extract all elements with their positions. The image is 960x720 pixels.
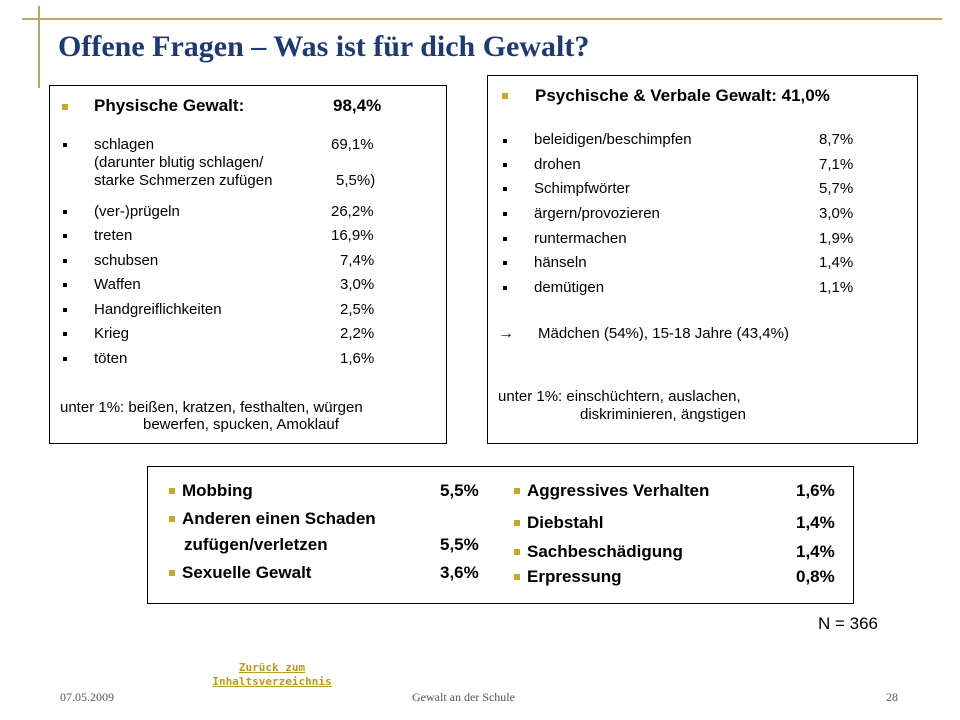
list-item-value: 7,4%: [340, 252, 375, 269]
list-item-label: Anderen einen Schaden: [182, 509, 376, 528]
sample-size: N = 366: [818, 614, 879, 633]
list-item-label: Mobbing: [182, 481, 253, 500]
list-item-value: 5,5%: [440, 481, 479, 500]
under-one-percent-line: unter 1%: beißen, kratzen, festhalten, w…: [60, 399, 363, 416]
list-item-value: 3,0%: [819, 205, 854, 222]
square-bullet-icon: [169, 488, 175, 494]
top-rule: [22, 18, 942, 20]
list-item-label: Krieg: [94, 325, 130, 342]
slide-title: Offene Fragen – Was ist für dich Gewalt?: [58, 30, 590, 63]
square-bullet-icon: [63, 332, 67, 336]
square-bullet-icon: [503, 163, 507, 167]
square-bullet-icon: [63, 234, 67, 238]
list-item-value: 2,2%: [340, 325, 375, 342]
square-bullet-icon: [503, 139, 507, 143]
gender-age-note: Mädchen (54%), 15-18 Jahre (43,4%): [538, 325, 789, 342]
list-item-value: 26,2%: [331, 203, 374, 220]
square-bullet-icon: [63, 259, 67, 263]
square-bullet-icon: [503, 237, 507, 241]
list-item-value: 1,4%: [819, 254, 854, 271]
list-item-label: treten: [94, 227, 133, 244]
list-item-label: hänseln: [534, 254, 587, 271]
list-item-value: 1,9%: [819, 230, 854, 247]
physical-heading: Physische Gewalt:: [94, 96, 245, 115]
physical-violence-box: Physische Gewalt: 98,4% schlagen 69,1% (…: [49, 85, 447, 444]
square-bullet-icon: [63, 283, 67, 287]
list-item-value: 2,5%: [340, 301, 375, 318]
list-item-value: 3,0%: [340, 276, 375, 293]
other-violence-box: Mobbing 5,5% Anderen einen Schaden zufüg…: [147, 466, 854, 604]
list-item-label: Schimpfwörter: [534, 180, 630, 197]
list-item-value: 8,7%: [819, 131, 854, 148]
square-bullet-icon: [514, 549, 520, 555]
list-item-label: runtermachen: [534, 230, 627, 247]
under-one-percent-line: unter 1%: einschüchtern, auslachen,: [498, 388, 741, 405]
arrow-right-icon: →: [498, 325, 514, 342]
square-bullet-icon: [503, 212, 507, 216]
square-bullet-icon: [63, 357, 67, 361]
square-bullet-icon: [514, 574, 520, 580]
list-item-label: Diebstahl: [527, 513, 604, 532]
list-item-label: Erpressung: [527, 567, 622, 586]
list-item-label: schlagen: [94, 136, 155, 153]
list-item-value: 0,8%: [796, 567, 835, 586]
psychological-violence-box: Psychische & Verbale Gewalt: 41,0% belei…: [487, 75, 918, 444]
physical-heading-value: 98,4%: [333, 96, 382, 115]
list-item-label: Sachbeschädigung: [527, 542, 683, 561]
square-bullet-icon: [502, 93, 508, 99]
square-bullet-icon: [63, 308, 67, 312]
list-item-value: 1,4%: [796, 513, 835, 532]
list-item-label: beleidigen/beschimpfen: [534, 131, 692, 148]
list-item-value: 7,1%: [819, 156, 854, 173]
square-bullet-icon: [63, 143, 67, 147]
sub-note-line: starke Schmerzen zufügen: [94, 172, 273, 189]
square-bullet-icon: [503, 187, 507, 191]
list-item-value: 69,1%: [331, 136, 374, 153]
square-bullet-icon: [169, 516, 175, 522]
list-item-value: 1,6%: [796, 481, 835, 500]
list-item-value: 16,9%: [331, 227, 374, 244]
square-bullet-icon: [63, 210, 67, 214]
list-item-value: 5,5%: [440, 535, 479, 554]
list-item-value: 1,1%: [819, 279, 854, 296]
footer-date: 07.05.2009: [60, 690, 114, 704]
square-bullet-icon: [169, 570, 175, 576]
list-item-value: 1,6%: [340, 350, 375, 367]
list-item-label: drohen: [534, 156, 581, 173]
table-of-contents-link[interactable]: Zurück zum Inhaltsverzeichnis: [212, 661, 332, 688]
square-bullet-icon: [503, 286, 507, 290]
list-item-label: Waffen: [94, 276, 141, 293]
list-item-value: 5,7%: [819, 180, 854, 197]
list-item-value: 3,6%: [440, 563, 479, 582]
list-item-label: Aggressives Verhalten: [527, 481, 710, 500]
list-item-label: Handgreiflichkeiten: [94, 301, 222, 318]
square-bullet-icon: [514, 520, 520, 526]
sub-note-line: (darunter blutig schlagen/: [94, 154, 264, 171]
square-bullet-icon: [503, 261, 507, 265]
under-one-percent-line: diskriminieren, ängstigen: [580, 406, 746, 423]
left-rule: [38, 6, 40, 88]
sub-note-value: 5,5%): [336, 172, 376, 189]
square-bullet-icon: [514, 488, 520, 494]
page-number: 28: [886, 690, 898, 704]
list-item-label: ärgern/provozieren: [534, 205, 660, 222]
footer-title: Gewalt an der Schule: [412, 690, 515, 704]
list-item-label: töten: [94, 350, 128, 367]
psychological-heading: Psychische & Verbale Gewalt: 41,0%: [535, 86, 830, 105]
under-one-percent-line: bewerfen, spucken, Amoklauf: [143, 416, 339, 433]
list-item-value: 1,4%: [796, 542, 835, 561]
list-item-label: Sexuelle Gewalt: [182, 563, 312, 582]
list-item-label: (ver-)prügeln: [94, 203, 180, 220]
square-bullet-icon: [62, 104, 68, 110]
list-item-label: zufügen/verletzen: [184, 535, 328, 554]
list-item-label: schubsen: [94, 252, 159, 269]
list-item-label: demütigen: [534, 279, 605, 296]
